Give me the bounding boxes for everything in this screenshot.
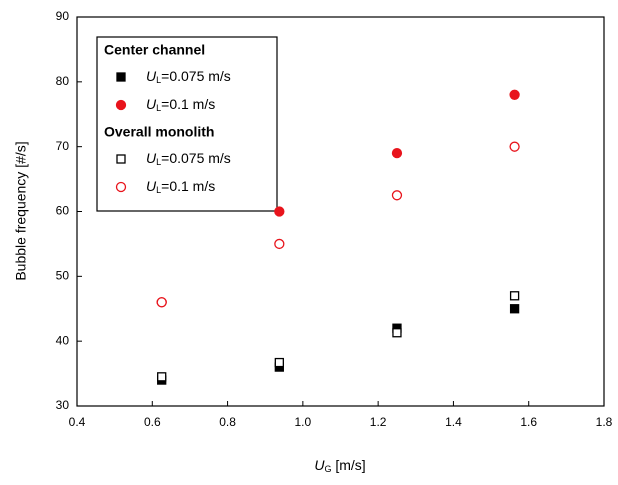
- data-point: [392, 328, 402, 338]
- legend-label: UL=0.1 m/s: [146, 96, 215, 114]
- y-tick-label: 70: [56, 139, 70, 153]
- legend-marker: [115, 181, 127, 193]
- data-point: [391, 190, 403, 201]
- legend-text: =0.1 m/s: [161, 96, 215, 112]
- legend-group-title: Overall monolith: [104, 124, 214, 140]
- legend-group-title: Center channel: [104, 42, 205, 58]
- legend-subscript: L: [156, 103, 161, 113]
- data-point: [509, 89, 520, 100]
- legend-subscript: L: [156, 185, 161, 195]
- data-point: [509, 304, 520, 314]
- legend-label: UL=0.075 m/s: [146, 150, 231, 168]
- x-tick-label: 1.2: [370, 415, 387, 429]
- x-tick-label: 1.0: [295, 415, 312, 429]
- data-point: [391, 147, 403, 159]
- data-point: [274, 357, 284, 368]
- data-point: [509, 291, 520, 301]
- x-tick-label: 1.4: [445, 415, 462, 429]
- legend-marker: [115, 99, 127, 111]
- legend-label: UL=0.075 m/s: [146, 68, 231, 86]
- legend-label: UL=0.1 m/s: [146, 178, 215, 196]
- legend-symbol: U: [146, 178, 157, 194]
- data-point: [157, 372, 167, 382]
- x-tick-label: 0.4: [69, 415, 86, 429]
- y-tick-label: 80: [56, 74, 70, 88]
- legend-symbol: U: [146, 68, 157, 84]
- legend-symbol: U: [146, 96, 157, 112]
- x-label-subscript: G: [324, 464, 331, 474]
- legend-marker: [116, 154, 126, 164]
- data-point: [509, 141, 520, 152]
- x-label-unit: [m/s]: [331, 457, 365, 473]
- x-tick-label: 0.6: [144, 415, 161, 429]
- y-tick-label: 30: [56, 398, 70, 412]
- data-point: [274, 238, 285, 250]
- x-tick-label: 1.8: [596, 415, 613, 429]
- legend-marker: [116, 72, 126, 82]
- x-label-symbol: U: [314, 457, 325, 473]
- legend-text: =0.075 m/s: [161, 68, 231, 84]
- legend-subscript: L: [156, 157, 161, 167]
- data-point: [274, 206, 285, 217]
- x-axis-label: UG [m/s]: [314, 457, 365, 475]
- legend-box: [96, 36, 278, 212]
- x-tick-label: 0.8: [219, 415, 236, 429]
- legend-text: =0.075 m/s: [161, 150, 231, 166]
- y-axis-label: Bubble frequency [#/s]: [13, 141, 29, 280]
- data-point: [156, 297, 167, 308]
- legend-text: =0.1 m/s: [161, 178, 215, 194]
- y-tick-label: 60: [56, 204, 70, 218]
- y-tick-label: 40: [56, 333, 70, 347]
- legend-subscript: L: [156, 75, 161, 85]
- legend-symbol: U: [146, 150, 157, 166]
- y-tick-label: 50: [56, 269, 70, 283]
- x-tick-label: 1.6: [520, 415, 537, 429]
- y-tick-label: 90: [56, 9, 70, 23]
